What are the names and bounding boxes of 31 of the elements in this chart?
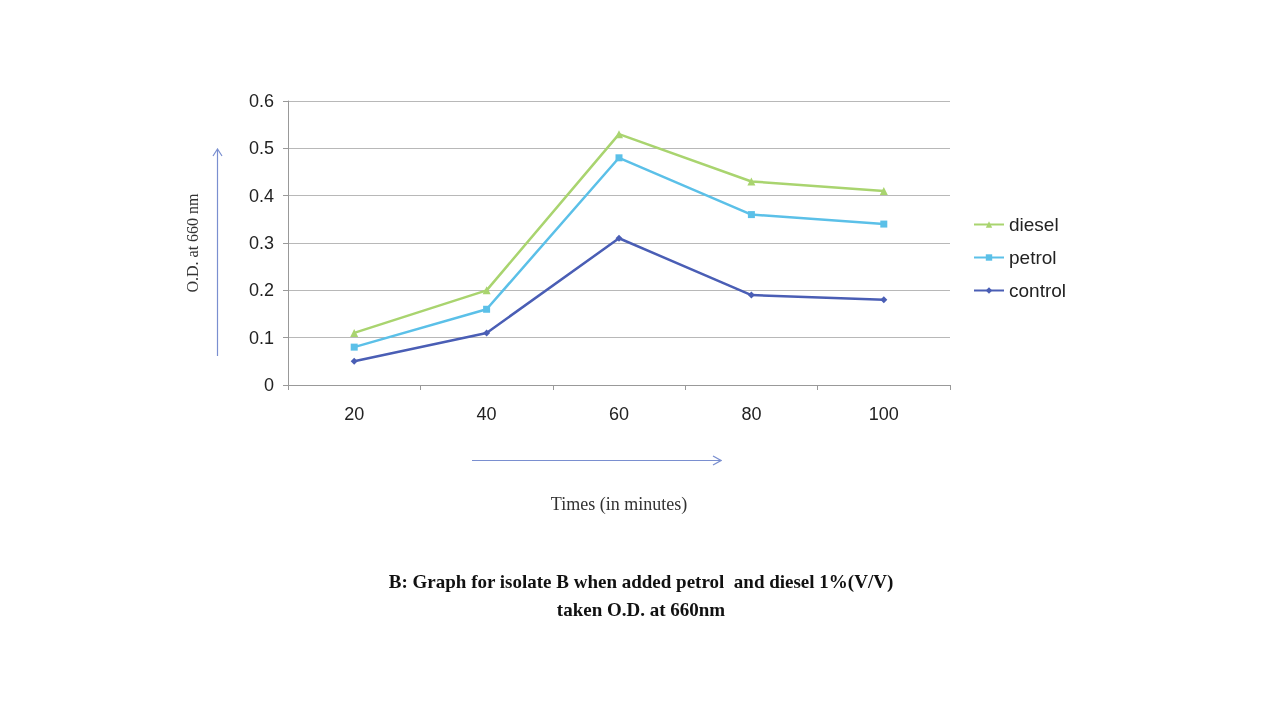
- legend-label: control: [1009, 280, 1067, 301]
- point: [615, 234, 623, 242]
- point: [747, 291, 755, 299]
- point: [615, 154, 623, 162]
- point: [350, 343, 358, 351]
- point: [879, 186, 888, 195]
- point: [350, 328, 359, 337]
- point: [880, 296, 888, 304]
- y-tick-label: 0.1: [248, 327, 274, 348]
- y-tick-label: 0.2: [248, 280, 274, 301]
- x-tick-label: 60: [608, 404, 630, 424]
- text: B: Graph for isolate B when added petrol and diesel 1%(V/V) taken O.D. at 660nm: [388, 570, 894, 620]
- point: [483, 329, 491, 337]
- x-tick-label: 20: [344, 404, 365, 424]
- y-tick-label: 0.4: [248, 185, 274, 206]
- x-axis-title: Times (in minutes): [550, 494, 688, 515]
- y-tick-label: 0.3: [248, 233, 274, 253]
- point: [880, 220, 888, 228]
- y-tick-label: 0.5: [248, 138, 274, 159]
- legend-label: petrol: [1009, 247, 1057, 268]
- point: [350, 357, 358, 365]
- legend-label: diesel: [1009, 214, 1059, 235]
- y-tick-label: 0: [263, 375, 274, 395]
- point: [615, 130, 623, 139]
- x-tick-label: 40: [476, 404, 497, 424]
- y-axis-title: O.D. at 660 nm: [183, 192, 201, 293]
- point: [483, 305, 491, 313]
- point: [747, 211, 755, 219]
- x-tick-label: 100: [868, 404, 899, 424]
- x-tick-label: 80: [741, 404, 762, 424]
- y-tick-label: 0.6: [248, 91, 274, 111]
